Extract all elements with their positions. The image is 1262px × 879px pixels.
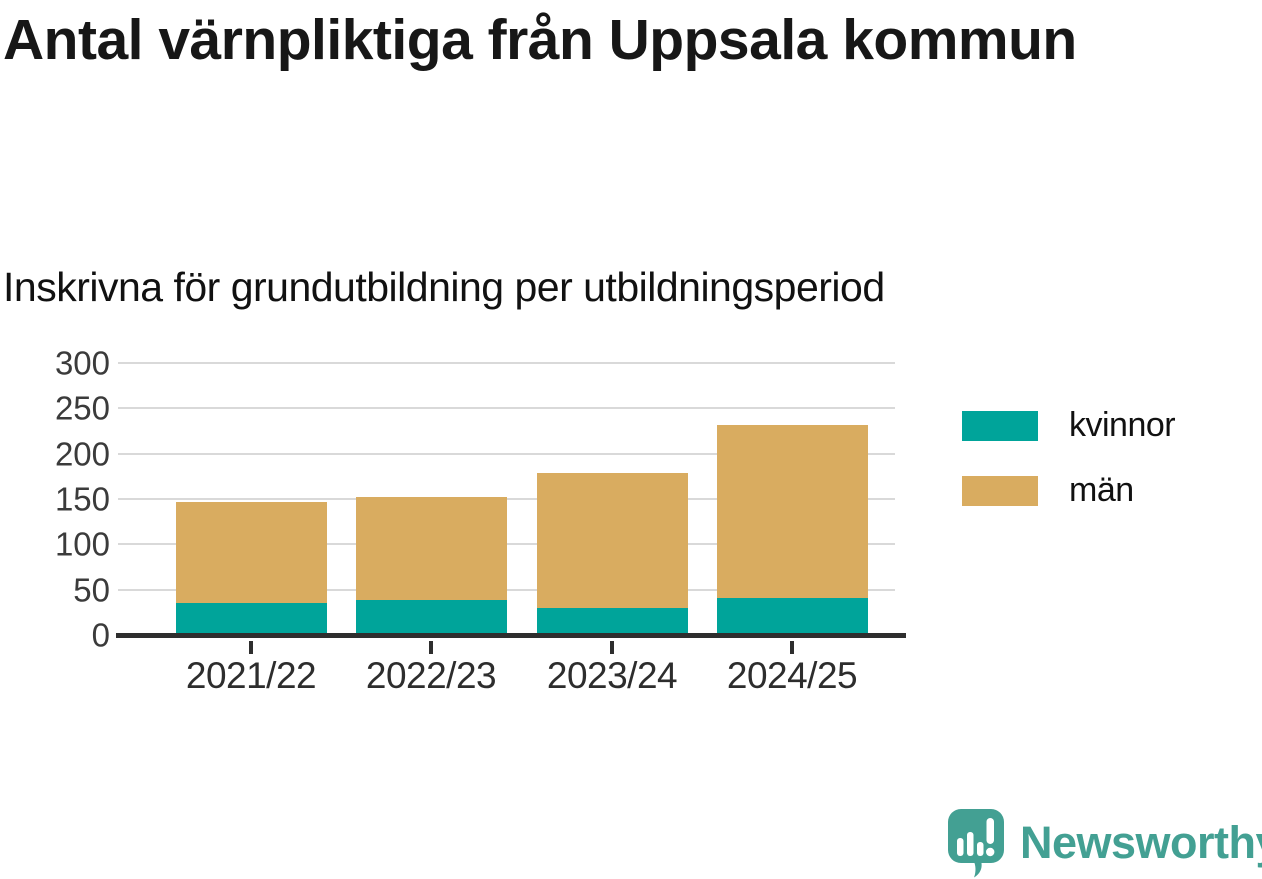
legend-swatch-man bbox=[962, 475, 1038, 506]
x-axis-label: 2021/22 bbox=[185, 655, 317, 696]
bar-segment-män-2021-22 bbox=[175, 501, 327, 604]
y-axis-tick-label: 250 bbox=[54, 389, 110, 427]
logo-bar-1 bbox=[957, 838, 964, 856]
legend-item-kvinnor: kvinnor bbox=[962, 406, 1176, 445]
bar-segment-män-2022-23 bbox=[355, 497, 507, 601]
legend-label-kvinnor: kvinnor bbox=[1069, 406, 1176, 444]
y-axis-tick-label: 300 bbox=[54, 344, 110, 382]
bar-segment-kvinnor-2021-22 bbox=[175, 603, 327, 633]
bar-segment-kvinnor-2023-24 bbox=[536, 607, 688, 633]
gridline-250 bbox=[118, 407, 895, 410]
chart-subtitle: Inskrivna för grundutbildning per utbild… bbox=[3, 264, 885, 310]
bar-segment-kvinnor-2022-23 bbox=[355, 600, 507, 633]
bar-segment-kvinnor-2024-25 bbox=[716, 597, 868, 633]
legend-item-man: män bbox=[962, 471, 1175, 510]
logo-bar-3 bbox=[977, 842, 984, 856]
x-axis-tick bbox=[249, 641, 253, 654]
plot-area: 2021/22 2022/23 2023/24 2024/25 bbox=[116, 362, 906, 696]
brand-wordmark: Newsworthy bbox=[1020, 817, 1262, 868]
legend: kvinnor män bbox=[962, 406, 1176, 536]
gridline-300 bbox=[118, 362, 895, 364]
x-axis-tick bbox=[429, 641, 433, 654]
x-axis-tick bbox=[790, 641, 794, 654]
x-axis-label: 2022/23 bbox=[365, 655, 497, 696]
gridline-100 bbox=[118, 543, 895, 546]
newsworthy-logo-icon bbox=[948, 809, 1004, 878]
logo-bar-2 bbox=[967, 832, 974, 856]
bar-segment-män-2023-24 bbox=[536, 473, 688, 608]
x-axis-label: 2023/24 bbox=[546, 655, 678, 696]
y-axis: 0 50 100 150 200 250 300 bbox=[0, 347, 110, 652]
x-axis-label: 2024/25 bbox=[726, 655, 858, 696]
gridline-50 bbox=[118, 588, 895, 591]
newsworthy-logo: Newsworthy bbox=[946, 808, 1262, 878]
y-axis-tick-label: 150 bbox=[54, 480, 110, 518]
y-axis-tick-label: 100 bbox=[54, 525, 110, 563]
logo-exclamation-bar bbox=[986, 818, 994, 844]
bar-segment-män-2024-25 bbox=[716, 425, 868, 598]
chart-title: Antal värnpliktiga från Uppsala kommun bbox=[3, 8, 1077, 72]
y-axis-tick-label: 0 bbox=[91, 616, 110, 654]
legend-swatch-kvinnor bbox=[962, 410, 1038, 441]
legend-label-man: män bbox=[1069, 471, 1134, 509]
gridline-200 bbox=[118, 452, 895, 455]
y-axis-tick-label: 50 bbox=[73, 571, 110, 609]
logo-exclamation-dot bbox=[986, 847, 995, 857]
x-axis-line bbox=[116, 633, 906, 638]
gridline-150 bbox=[118, 498, 895, 500]
y-axis-tick-label: 200 bbox=[54, 435, 110, 473]
x-axis-tick bbox=[610, 641, 614, 654]
